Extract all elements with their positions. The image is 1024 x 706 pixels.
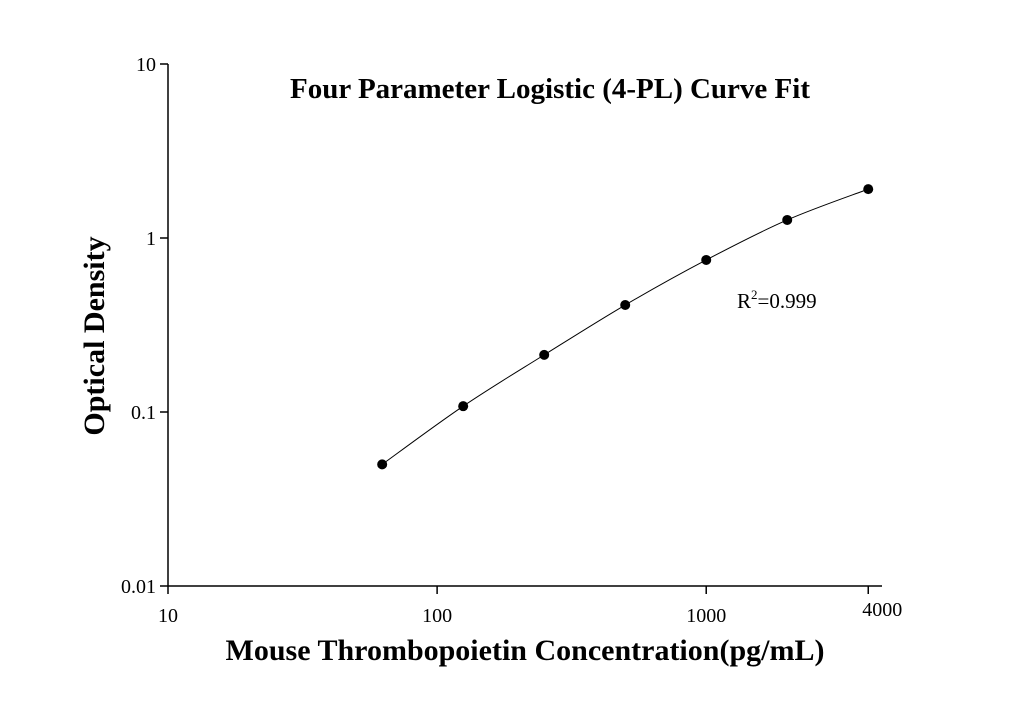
fit-curve xyxy=(381,188,869,465)
y-tick-label: 10 xyxy=(136,54,156,76)
data-point xyxy=(701,254,712,265)
data-point xyxy=(458,401,469,412)
x-tick-label: 100 xyxy=(422,605,452,627)
annotation-text: =0.999 xyxy=(758,289,817,313)
annotation-text: R xyxy=(737,289,751,313)
chart-title: Four Parameter Logistic (4-PL) Curve Fit xyxy=(290,73,810,105)
x-tick-label: 10 xyxy=(158,605,178,627)
data-point xyxy=(539,349,550,360)
x-tick-label: 4000 xyxy=(862,599,902,621)
x-axis-label: Mouse Thrombopoietin Concentration(pg/mL… xyxy=(226,634,825,667)
data-point xyxy=(620,300,631,311)
data-point xyxy=(863,184,874,195)
x-tick-label: 1000 xyxy=(686,605,726,627)
data-point xyxy=(782,214,793,225)
data-point xyxy=(377,459,388,470)
y-tick-label: 1 xyxy=(146,228,156,250)
y-tick-label: 0.1 xyxy=(131,402,156,424)
y-axis-label: Optical Density xyxy=(78,236,111,435)
annotation: R2=0.999 xyxy=(737,287,817,313)
annotation-sup: 2 xyxy=(751,287,758,302)
y-tick-label: 0.01 xyxy=(121,576,156,598)
